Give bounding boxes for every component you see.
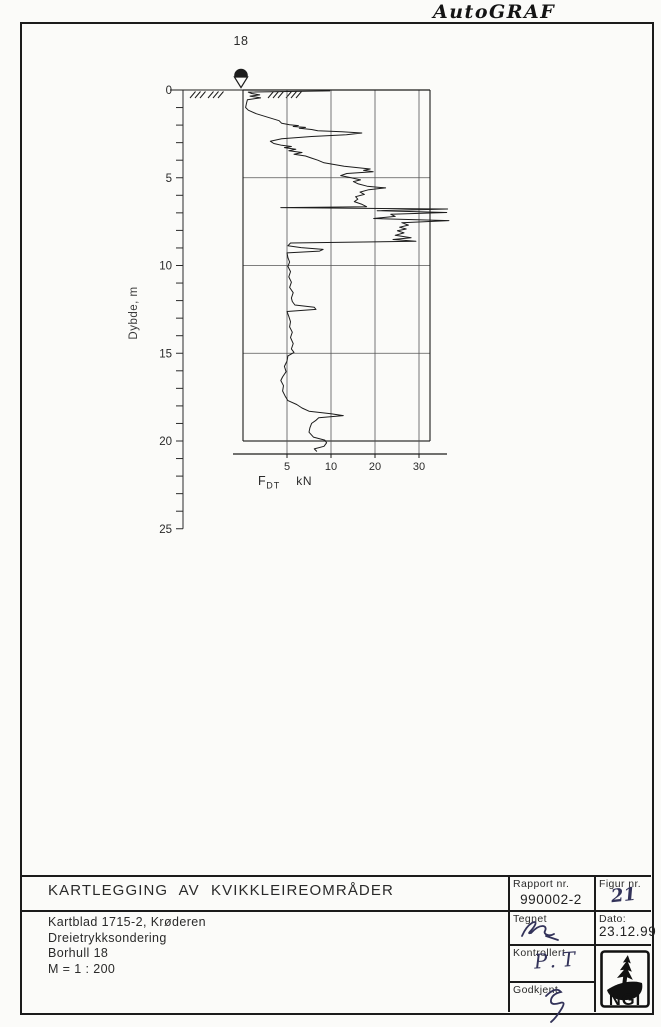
ngi-logo-text: NGI bbox=[609, 991, 641, 1008]
report-no-label: Rapport nr. bbox=[513, 878, 570, 890]
titleblock-line bbox=[508, 944, 651, 946]
checked-by-label: Kontrollert bbox=[513, 947, 566, 959]
titleblock-line bbox=[594, 875, 596, 1012]
ngi-logo: NGI bbox=[600, 950, 650, 1008]
force-tick-label: 30 bbox=[413, 461, 425, 473]
borehole-marker-icon bbox=[233, 68, 249, 89]
project-title: KARTLEGGING AV KVIKKLEIREOMRÅDER bbox=[48, 882, 394, 899]
depth-tick-label: 0 bbox=[166, 85, 172, 97]
method-line: Dreietrykksondering bbox=[48, 930, 167, 945]
titleblock-line bbox=[508, 981, 595, 983]
ngi-tree-icon bbox=[616, 955, 633, 985]
approved-by-signature bbox=[545, 988, 565, 1023]
titleblock-line bbox=[21, 875, 651, 877]
ground-surface-hatching bbox=[189, 91, 302, 99]
depth-tick-label: 10 bbox=[159, 261, 172, 273]
date-value: 23.12.99 bbox=[599, 924, 657, 939]
force-tick-label: 20 bbox=[369, 461, 381, 473]
depth-tick-label: 20 bbox=[159, 436, 172, 448]
force-unit: kN bbox=[296, 474, 313, 488]
figure-no-label: Figur nr. bbox=[599, 878, 642, 890]
force-symbol: F bbox=[258, 474, 267, 488]
drawn-by-signature bbox=[521, 921, 559, 941]
depth-tick-label: 25 bbox=[159, 524, 172, 536]
force-tick-label: 5 bbox=[284, 461, 290, 473]
approved-by-label: Godkjent bbox=[513, 984, 559, 996]
ngi-ground-icon bbox=[607, 981, 643, 1001]
borehole-line: Borhull 18 bbox=[48, 946, 109, 960]
depth-tick-label: 5 bbox=[166, 173, 172, 185]
figure-no-handwritten: 21 bbox=[609, 883, 638, 908]
fdt-curve bbox=[245, 90, 450, 452]
page-border bbox=[20, 22, 654, 1015]
titleblock-line bbox=[21, 910, 651, 912]
sounding-chart: 5 10 20 30 0 5 10 15 20 25 bbox=[159, 68, 450, 536]
titleblock-line bbox=[508, 875, 510, 1012]
date-label: Dato: bbox=[599, 913, 627, 925]
drawn-by-label: Tegnet bbox=[513, 913, 547, 925]
autograf-logo: AutoGRAF bbox=[433, 1, 556, 23]
force-axis-label: FDT kN bbox=[258, 474, 312, 491]
borehole-number-label: 18 bbox=[233, 34, 249, 48]
force-subscript: DT bbox=[266, 480, 281, 491]
checked-by-handwritten: P.T bbox=[533, 946, 582, 974]
figure-description: Kartblad 1715-2, Krøderen Dreietrykksond… bbox=[48, 915, 206, 977]
map-sheet-line: Kartblad 1715-2, Krøderen bbox=[48, 915, 207, 929]
force-tick-label: 10 bbox=[325, 461, 337, 473]
report-no-value: 990002-2 bbox=[520, 892, 582, 907]
depth-tick-label: 15 bbox=[159, 348, 172, 360]
scale-line: M = 1 : 200 bbox=[48, 961, 116, 976]
